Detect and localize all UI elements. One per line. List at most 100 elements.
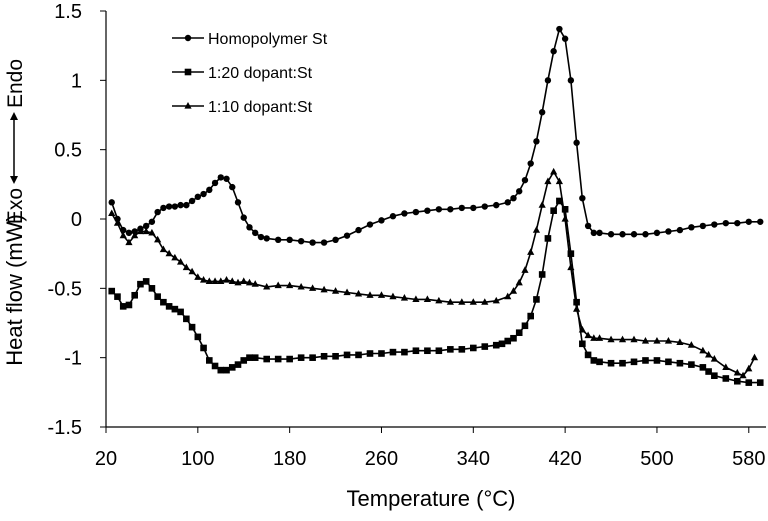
data-point bbox=[705, 368, 712, 375]
y-tick-label: 1 bbox=[71, 70, 82, 92]
data-point bbox=[618, 335, 627, 343]
data-point bbox=[493, 201, 500, 209]
data-point bbox=[521, 322, 529, 330]
data-point bbox=[400, 294, 409, 301]
data-point bbox=[447, 206, 454, 213]
data-point bbox=[561, 35, 569, 42]
data-point bbox=[544, 77, 552, 84]
data-point bbox=[567, 77, 575, 84]
data-point bbox=[705, 350, 713, 358]
data-point bbox=[108, 199, 115, 206]
series-1 bbox=[108, 25, 764, 246]
data-point bbox=[194, 193, 202, 201]
data-point bbox=[481, 298, 489, 305]
data-point bbox=[596, 358, 603, 366]
arrow-left-head-icon bbox=[10, 176, 18, 184]
data-point bbox=[711, 221, 718, 228]
data-point bbox=[504, 199, 511, 206]
legend-label: 1:10 dopant:St bbox=[208, 99, 313, 116]
series-3 bbox=[108, 167, 759, 379]
data-point bbox=[251, 354, 259, 361]
endo-label: Endo bbox=[4, 59, 27, 108]
data-point bbox=[619, 231, 626, 238]
data-point bbox=[435, 347, 443, 355]
data-point bbox=[125, 301, 133, 309]
data-point bbox=[222, 276, 231, 283]
data-point bbox=[188, 197, 196, 205]
data-point bbox=[131, 228, 138, 235]
legend-marker bbox=[184, 102, 192, 109]
data-point bbox=[607, 335, 615, 343]
legend-label: Homopolymer St bbox=[208, 31, 328, 48]
data-point bbox=[309, 284, 317, 291]
data-point bbox=[533, 296, 540, 303]
data-point bbox=[188, 323, 196, 331]
data-point bbox=[492, 341, 500, 349]
x-axis-title: Temperature (°C) bbox=[347, 486, 516, 511]
data-point bbox=[320, 285, 328, 293]
data-point bbox=[142, 278, 150, 285]
data-point bbox=[745, 218, 752, 225]
data-point bbox=[584, 331, 592, 339]
data-point bbox=[154, 293, 161, 300]
data-point bbox=[194, 273, 202, 280]
data-point bbox=[177, 308, 184, 316]
data-point bbox=[263, 282, 271, 290]
data-point bbox=[722, 363, 730, 370]
data-point bbox=[252, 229, 259, 237]
data-point bbox=[688, 224, 695, 231]
data-point bbox=[544, 177, 552, 185]
data-point bbox=[113, 219, 122, 226]
data-point bbox=[286, 236, 293, 243]
axes: 1.5 1 0.5 0 -0.5 -1 -1.5 20 100 180 260 340 420 500 58… bbox=[48, 1, 766, 470]
data-point bbox=[527, 312, 534, 320]
data-point bbox=[182, 263, 190, 271]
data-point bbox=[469, 298, 477, 305]
data-point bbox=[567, 250, 575, 257]
data-point bbox=[699, 346, 707, 354]
data-point bbox=[228, 277, 236, 284]
data-point bbox=[188, 267, 196, 275]
x-tick-label: 580 bbox=[732, 448, 765, 470]
data-point bbox=[653, 357, 661, 364]
data-point bbox=[228, 364, 236, 371]
data-point bbox=[165, 303, 173, 310]
data-point bbox=[171, 305, 179, 313]
data-point bbox=[538, 109, 546, 116]
data-point bbox=[579, 340, 586, 348]
x-tick-label: 340 bbox=[457, 448, 490, 470]
data-point bbox=[688, 361, 695, 368]
data-point bbox=[211, 277, 219, 284]
data-point bbox=[366, 350, 374, 357]
data-point bbox=[590, 229, 598, 237]
data-point bbox=[458, 346, 466, 353]
data-point bbox=[504, 337, 512, 345]
data-point bbox=[389, 348, 397, 356]
y-tick-label: 0.5 bbox=[54, 140, 82, 162]
data-point bbox=[246, 224, 253, 231]
data-point bbox=[665, 228, 672, 235]
data-point bbox=[578, 325, 586, 333]
data-point bbox=[205, 277, 213, 284]
data-point bbox=[619, 359, 626, 367]
data-point bbox=[206, 357, 213, 364]
data-point bbox=[676, 226, 684, 234]
data-point bbox=[447, 346, 454, 353]
data-point bbox=[509, 287, 518, 294]
arrow-right-head-icon bbox=[10, 112, 18, 120]
data-point bbox=[504, 292, 512, 300]
legend-label: 1:20 dopant:St bbox=[208, 65, 313, 82]
data-point bbox=[240, 214, 247, 221]
data-point bbox=[245, 278, 254, 286]
data-point bbox=[515, 278, 523, 286]
data-point bbox=[217, 174, 224, 181]
data-point bbox=[240, 277, 248, 284]
data-point bbox=[435, 296, 443, 304]
data-point bbox=[676, 338, 684, 346]
data-point bbox=[745, 379, 753, 386]
data-point bbox=[274, 355, 282, 363]
data-point bbox=[142, 222, 150, 230]
data-point bbox=[676, 359, 684, 367]
data-point bbox=[664, 337, 673, 344]
data-point bbox=[699, 364, 707, 371]
